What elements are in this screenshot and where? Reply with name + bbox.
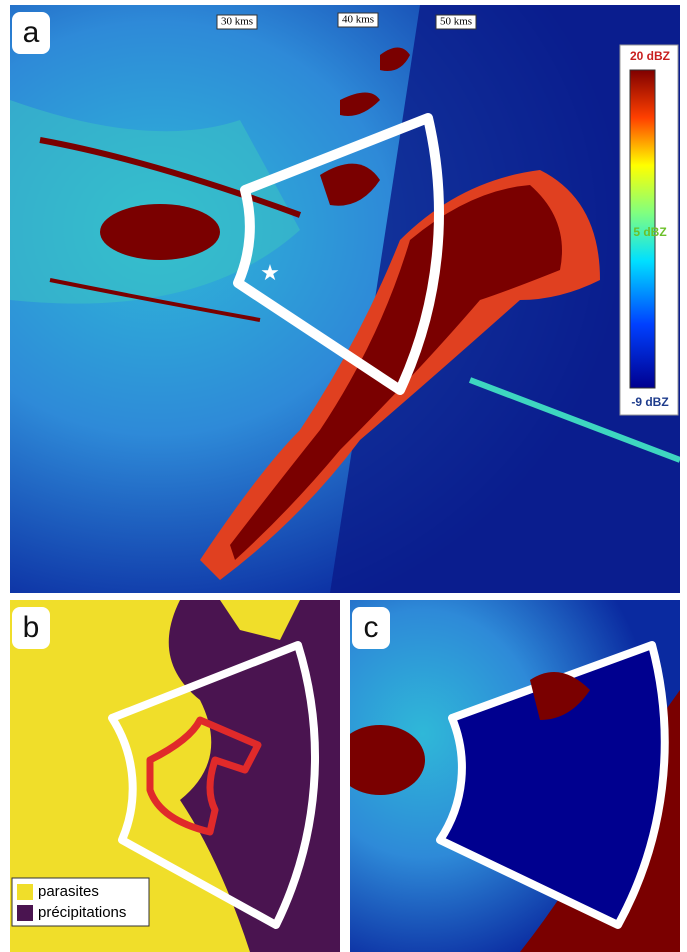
ground-clutter [350, 725, 425, 795]
storm-core [230, 185, 562, 560]
echo-cell [320, 163, 380, 206]
panel-label: a [23, 16, 40, 49]
range-label: 40 kms [342, 14, 374, 26]
legend-label: précipitations [38, 904, 126, 921]
colorbar-label: -9 dBZ [631, 395, 668, 409]
clutter-band [49, 278, 261, 322]
region-outline [146, 716, 262, 836]
interference-ray [468, 377, 680, 463]
panel-c [350, 600, 680, 952]
clutter-band [39, 137, 302, 218]
range-label: 30 kms [221, 16, 253, 28]
colorbar-label: 5 dBZ [633, 225, 666, 239]
echo-cell [530, 672, 590, 720]
label-box [352, 607, 390, 649]
echo-cell [380, 47, 410, 71]
panel-label: c [364, 611, 379, 644]
panel-a: ★ [10, 5, 680, 593]
analysis-sector [108, 641, 319, 929]
radar-star: ★ [260, 260, 280, 285]
legend: parasites précipitations [11, 877, 150, 927]
clutter-area [220, 600, 300, 640]
echo-cell [340, 92, 380, 116]
ground-clutter [100, 204, 220, 260]
range-labels: 30 kms 40 kms 50 kms [216, 12, 477, 30]
label-box [12, 607, 50, 649]
analysis-sector [436, 641, 669, 929]
colorbar-label: 20 dBZ [630, 49, 670, 63]
range-label: 50 kms [440, 16, 472, 28]
analysis-sector [233, 113, 444, 395]
colorbar: 20 dBZ 5 dBZ -9 dBZ [619, 44, 679, 416]
panel-label: b [23, 611, 40, 644]
label-box [12, 12, 50, 54]
legend-label: parasites [38, 883, 99, 900]
